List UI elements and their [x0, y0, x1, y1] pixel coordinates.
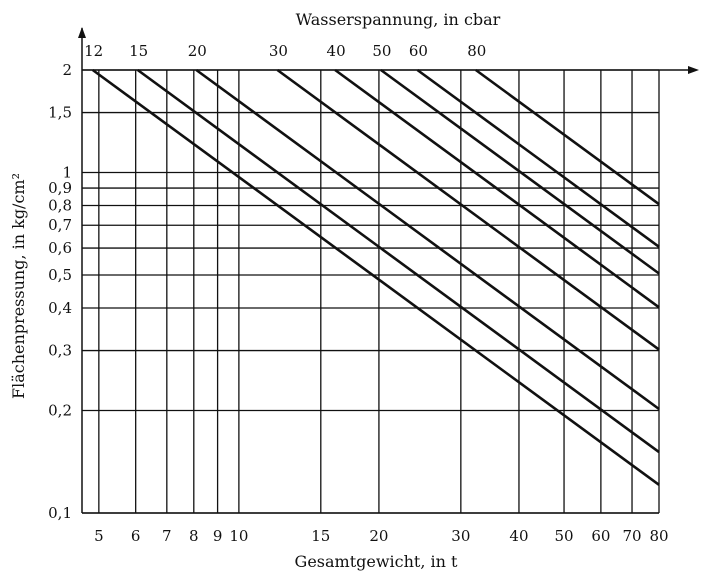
x-tick-label: 7	[162, 527, 172, 545]
x-tick-label: 30	[451, 527, 470, 545]
top-axis-arrow	[688, 66, 699, 74]
x-axis-title: Gesamtgewicht, in t	[295, 552, 459, 571]
x-tick-label: 8	[189, 527, 199, 545]
top-tick-label: 15	[129, 42, 148, 60]
y-tick-label: 0,1	[48, 504, 72, 522]
top-axis-title: Wasserspannung, in cbar	[296, 10, 501, 29]
x-tick-label: 50	[554, 527, 573, 545]
y-tick-label: 1	[62, 164, 72, 182]
top-tick-label: 40	[327, 42, 346, 60]
y-tick-label: 0,2	[48, 401, 72, 419]
y-tick-label: 0,7	[48, 216, 72, 234]
x-tick-label: 60	[591, 527, 610, 545]
series-line	[380, 68, 660, 275]
axis-layer	[78, 27, 699, 514]
series-layer	[91, 68, 660, 486]
x-tick-label: 9	[213, 527, 223, 545]
y-tick-label: 2	[62, 61, 72, 79]
y-axis-title: Flächenpressung, in kg/cm²	[9, 173, 28, 399]
top-tick-label: 80	[467, 42, 486, 60]
top-tick-label: 60	[409, 42, 428, 60]
x-tick-label: 10	[229, 527, 248, 545]
series-line	[195, 68, 660, 411]
top-tick-label: 30	[269, 42, 288, 60]
x-tick-label: 6	[131, 527, 141, 545]
series-line	[91, 68, 660, 486]
top-tick-label: 50	[372, 42, 391, 60]
x-tick-label: 80	[649, 527, 668, 545]
y-tick-label: 0,4	[48, 299, 72, 317]
x-tick-label: 70	[622, 527, 641, 545]
y-tick-label: 0,8	[48, 196, 72, 214]
grid-layer	[82, 69, 660, 514]
series-line	[136, 68, 660, 454]
y-tick-label: 0,9	[48, 179, 72, 197]
y-tick-label: 0,6	[48, 239, 72, 257]
x-tick-label: 20	[369, 527, 388, 545]
y-tick-label: 0,5	[48, 266, 72, 284]
y-tick-label: 1,5	[48, 104, 72, 122]
top-tick-label: 20	[188, 42, 207, 60]
x-tick-label: 40	[509, 527, 528, 545]
series-line	[475, 68, 660, 206]
series-line	[276, 68, 660, 351]
x-tick-label: 15	[311, 527, 330, 545]
series-line	[334, 68, 660, 309]
x-tick-label: 5	[94, 527, 104, 545]
series-line	[416, 68, 660, 248]
top-tick-label: 12	[84, 42, 103, 60]
y-axis-arrow	[78, 27, 86, 38]
y-tick-label: 0,3	[48, 342, 72, 360]
label-layer: 5 6 7 8 9 10 15 20 30 40 50 60 70 80 0,1 0,2 0,3 0,4 0,5 0,…	[48, 42, 668, 545]
